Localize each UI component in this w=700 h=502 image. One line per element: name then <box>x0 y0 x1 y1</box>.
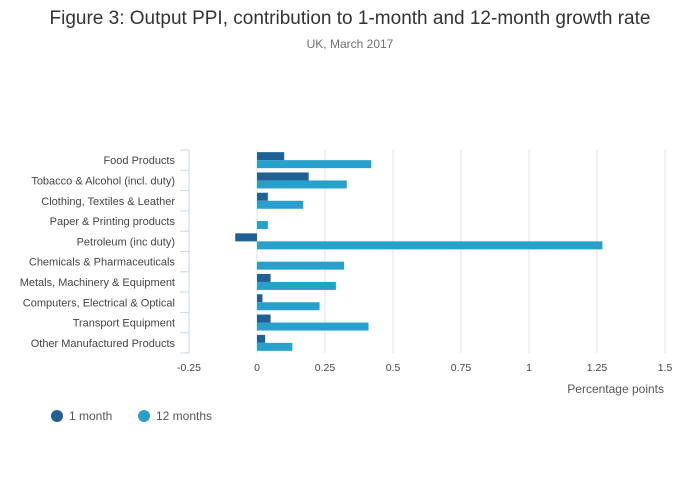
legend-marker-1-month <box>51 410 63 422</box>
category-labels: Food Products Tobacco & Alcohol (incl. du… <box>20 155 176 350</box>
bar-1-month[interactable]: Transport Equipment — 1 month: 0.05 <box>257 314 271 323</box>
bar-12-months[interactable]: Paper & Printing products — 12 months: 0… <box>257 221 268 230</box>
bar-1-month[interactable]: Clothing, Textiles & Leather — 1 month: … <box>257 192 268 201</box>
x-tick-label: 1.25 <box>587 362 608 374</box>
bar-12-months[interactable]: Metals, Machinery & Equipment — 12 month… <box>257 281 336 290</box>
x-tick-label: 0 <box>254 362 260 374</box>
bar-12-months[interactable]: Petroleum (inc duty) — 12 months: 1.27 <box>257 241 603 250</box>
x-axis-title: Percentage points <box>567 382 664 396</box>
category-axis <box>180 149 190 354</box>
x-tick-label: 0.5 <box>386 362 401 374</box>
x-tick-label: -0.25 <box>177 362 201 374</box>
bar-1-month[interactable]: Computers, Electrical & Optical — 1 mont… <box>257 294 263 303</box>
bar-1-month[interactable]: Tobacco & Alcohol (incl. duty) — 1 month… <box>257 172 309 181</box>
legend-item-1-month[interactable]: 1 month <box>51 409 112 423</box>
bar-12-months[interactable]: Transport Equipment — 12 months: 0.41 <box>257 322 369 331</box>
category-label: Other Manufactured Products <box>31 338 176 350</box>
bar-1-month[interactable]: Other Manufactured Products — 1 month: 0… <box>257 334 266 343</box>
bar-12-months[interactable]: Computers, Electrical & Optical — 12 mon… <box>257 302 320 311</box>
category-label: Clothing, Textiles & Leather <box>41 196 175 208</box>
category-label: Computers, Electrical & Optical <box>23 297 175 309</box>
x-tick-label: 1 <box>526 362 532 374</box>
bar-12-months[interactable]: Food Products — 12 months: 0.42 <box>257 160 372 169</box>
chart-subtitle: UK, March 2017 <box>307 37 394 51</box>
bar-12-months[interactable]: Other Manufactured Products — 12 months:… <box>257 342 293 351</box>
category-label: Petroleum (inc duty) <box>77 236 175 248</box>
category-label: Food Products <box>103 155 175 167</box>
category-label: Chemicals & Pharmaceuticals <box>29 257 176 269</box>
category-label: Paper & Printing products <box>50 216 176 228</box>
bar-1-month[interactable]: Food Products — 1 month: 0.1 <box>257 152 285 161</box>
x-tick-label: 0.75 <box>451 362 472 374</box>
bars: Food Products — 1 month: 0.1Food Product… <box>235 152 603 351</box>
category-label: Transport Equipment <box>73 318 175 330</box>
legend-label-1-month: 1 month <box>69 409 112 423</box>
legend: 1 month 12 months <box>51 409 212 423</box>
bar-12-months[interactable]: Tobacco & Alcohol (incl. duty) — 12 mont… <box>257 180 347 189</box>
bar-12-months[interactable]: Chemicals & Pharmaceuticals — 12 months:… <box>257 261 345 270</box>
legend-marker-12-months <box>138 410 150 422</box>
x-tick-labels: -0.25 0 0.25 0.5 0.75 1 1.25 1.5 <box>177 362 672 374</box>
category-label: Metals, Machinery & Equipment <box>20 277 175 289</box>
legend-item-12-months[interactable]: 12 months <box>138 409 212 423</box>
bar-1-month[interactable]: Metals, Machinery & Equipment — 1 month:… <box>257 273 271 282</box>
x-tick-label: 0.25 <box>315 362 336 374</box>
category-label: Tobacco & Alcohol (incl. duty) <box>31 175 175 187</box>
x-tick-label: 1.5 <box>658 362 673 374</box>
bar-1-month[interactable]: Petroleum (inc duty) — 1 month: -0.08 <box>235 233 257 242</box>
legend-label-12-months: 12 months <box>156 409 212 423</box>
bar-12-months[interactable]: Clothing, Textiles & Leather — 12 months… <box>257 200 304 209</box>
chart-title: Figure 3: Output PPI, contribution to 1-… <box>50 8 651 29</box>
